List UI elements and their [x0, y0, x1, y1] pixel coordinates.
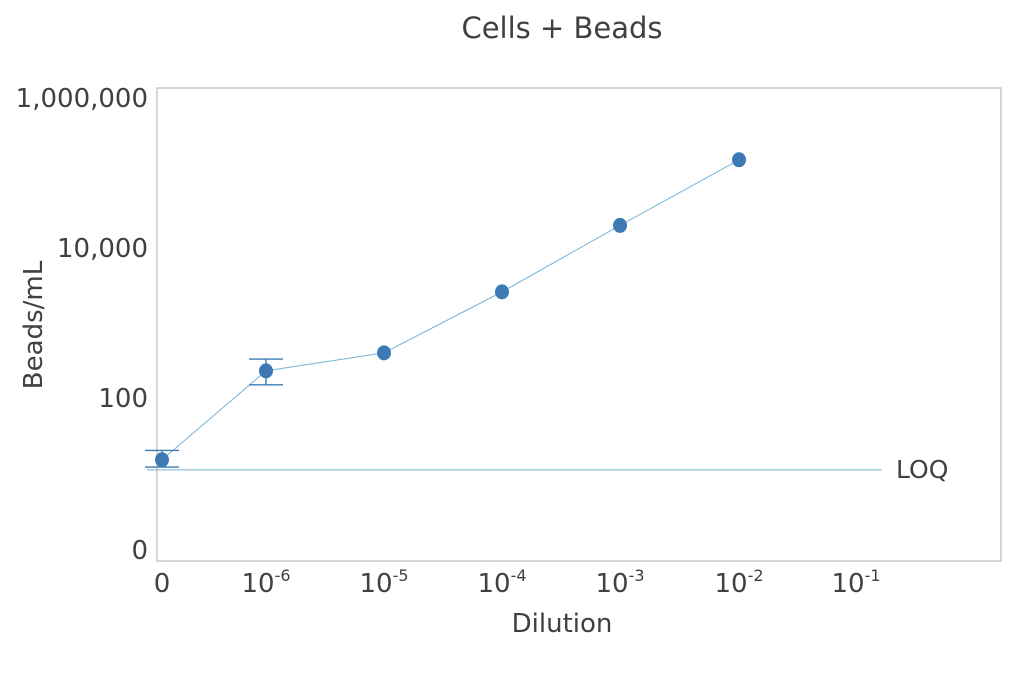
x-tick-label: 0 [154, 569, 171, 599]
data-point [495, 284, 509, 300]
y-tick-label: 100 [98, 384, 148, 414]
x-tick-label: 10-5 [359, 566, 408, 599]
x-tick-label: 10-6 [241, 566, 290, 599]
series-line [161, 159, 740, 461]
y-tick-label: 10,000 [57, 234, 148, 264]
y-axis-label: Beads/mL [19, 260, 49, 389]
y-tick-label: 0 [131, 536, 148, 566]
loq-label: LOQ [896, 455, 948, 484]
data-point [613, 217, 627, 233]
series-lines [161, 159, 740, 461]
chart-title: Cells + Beads [461, 11, 662, 45]
x-tick-label: 10-3 [595, 566, 644, 599]
data-points [155, 152, 746, 468]
data-point [155, 452, 169, 468]
reference-lines: LOQ [147, 455, 948, 484]
x-axis-label: Dilution [512, 609, 613, 639]
x-tick-label: 10-2 [714, 566, 763, 599]
y-tick-label: 1,000,000 [16, 84, 148, 114]
x-tick-label: 10-4 [477, 566, 526, 599]
y-axis-ticks: 1,000,000 10,000 100 0 [16, 84, 148, 566]
x-tick-label: 10-1 [831, 566, 880, 599]
data-point [732, 152, 746, 168]
data-point [377, 345, 391, 361]
x-axis-ticks: 0 10-6 10-5 10-4 10-3 10-2 10-1 [154, 566, 881, 599]
data-point [259, 363, 273, 379]
plot-frame [156, 87, 1002, 562]
